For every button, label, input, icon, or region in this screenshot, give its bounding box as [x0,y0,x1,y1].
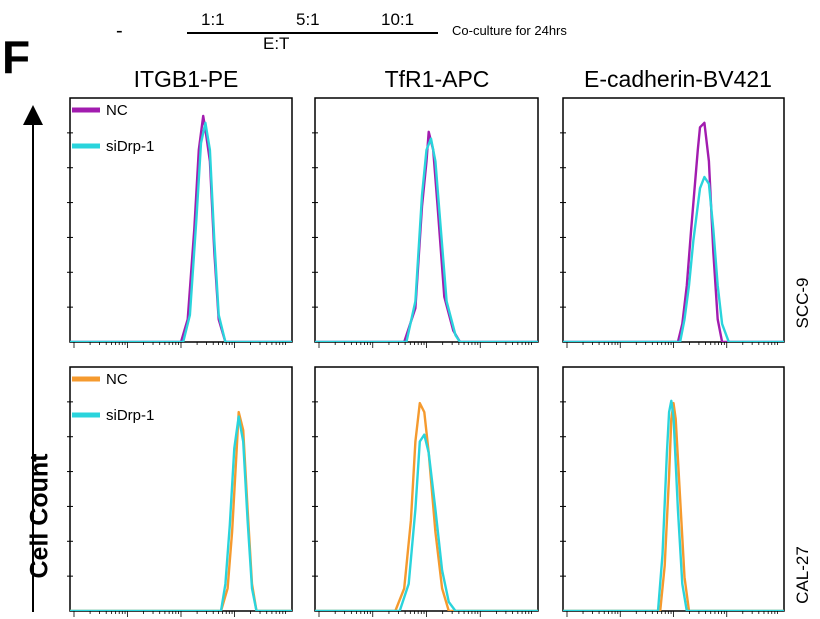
histogram-series-nc [315,401,538,611]
legend-label: siDrp-1 [106,407,154,424]
et-bracket-line [187,32,438,34]
ratio-label-1: 1:1 [201,10,225,29]
column-title-tfr1: TfR1-APC [384,66,490,92]
histogram-panel [312,97,539,348]
panel-letter: F [2,31,31,83]
ratio-label-5: 5:1 [296,10,320,29]
histogram-series-sidrp-1 [315,433,538,611]
legend-label: siDrp-1 [106,138,154,155]
histogram-panel: NC siDrp-1 [67,366,293,617]
histogram-series-sidrp-1 [563,175,784,342]
histogram-panel [312,366,539,617]
panel-frame [69,97,293,343]
ratio-label-10: 10:1 [381,10,415,29]
et-label: E:T [263,34,290,53]
legend-label: NC [106,371,128,388]
histogram-panel: NC siDrp-1 [67,97,293,348]
panel-frame [314,97,539,343]
panel-frame [69,366,293,612]
histogram-series-sidrp-1 [70,121,292,342]
legend-label: NC [106,102,128,119]
histogram-panel [560,97,785,348]
histogram-series-nc [563,401,784,611]
histogram-series-sidrp-1 [70,415,292,611]
histogram-series-nc [315,130,538,342]
column-title-ecadherin: E-cadherin-BV421 [584,66,772,92]
histogram-series-nc [563,121,784,342]
histogram-panel [560,366,785,617]
histogram-series-nc [70,410,292,611]
panel-frame [314,366,539,612]
histogram-series-sidrp-1 [315,137,538,342]
coculture-label: Co-culture for 24hrs [452,23,567,38]
histogram-series-sidrp-1 [563,399,784,611]
untreated-dash: - [116,20,123,42]
panel-frame [562,97,785,343]
column-title-itgb1: ITGB1-PE [133,66,239,92]
histogram-series-nc [70,114,292,342]
